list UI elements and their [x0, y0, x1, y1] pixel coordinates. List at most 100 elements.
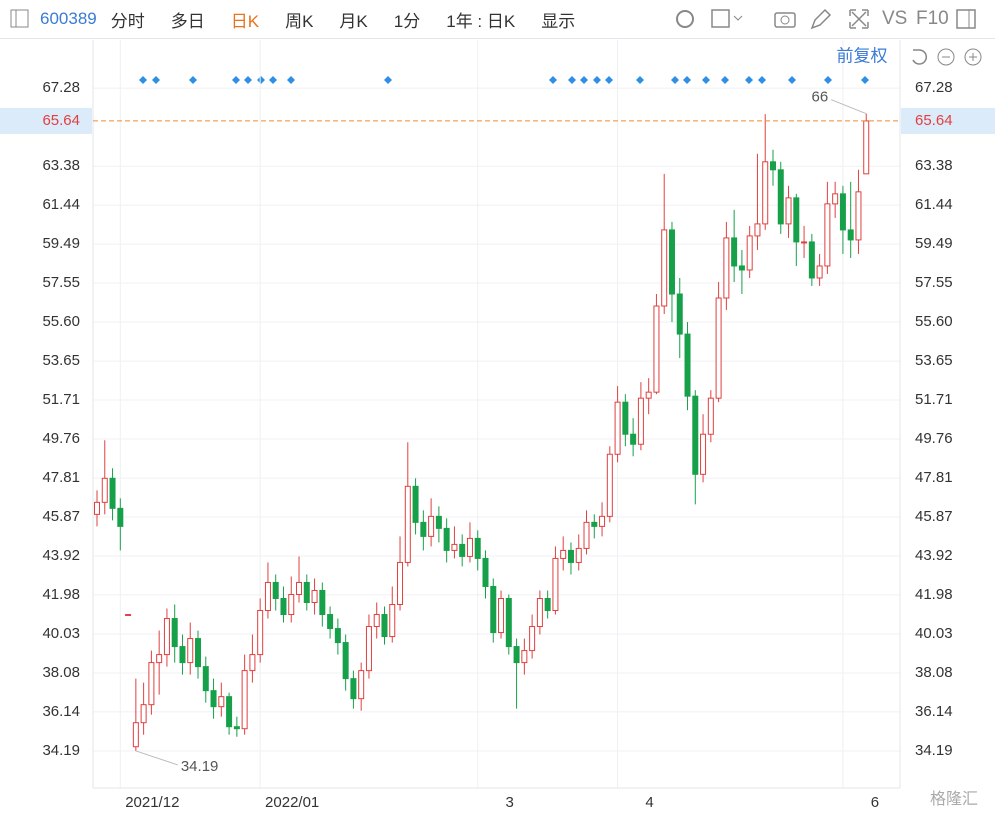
y-tick-label: 49.76: [42, 430, 80, 447]
candle-body: [303, 581, 310, 604]
y-tick-label: 45.87: [42, 508, 80, 525]
event-marker: [257, 76, 265, 84]
event-marker: [549, 76, 557, 84]
candle-body: [731, 237, 738, 267]
candle-body: [793, 197, 800, 243]
zoom-out[interactable]: [937, 48, 955, 66]
y-tick-label: 41.98: [915, 586, 953, 603]
candle-body: [257, 610, 264, 656]
event-marker: [189, 76, 197, 84]
tab[interactable]: 多日: [170, 11, 205, 31]
candle-body: [536, 597, 543, 628]
y-tick-label: 38.08: [915, 664, 953, 681]
y-tick-label: 38.08: [42, 664, 80, 681]
y-tick-label: 57.55: [42, 274, 80, 291]
candle-body: [94, 501, 100, 515]
candle-body: [583, 521, 590, 549]
candle-body: [381, 614, 388, 638]
candle-body: [311, 589, 318, 604]
candle-body: [280, 597, 287, 616]
candle-body: [715, 297, 722, 399]
candle-body: [676, 293, 683, 335]
candle-body: [738, 265, 745, 271]
candle-body: [420, 521, 427, 537]
tab[interactable]: 1分: [393, 11, 421, 31]
candle-body: [288, 593, 295, 616]
candle-body: [358, 670, 365, 700]
candle-body: [241, 670, 248, 730]
candle-body: [474, 537, 481, 559]
candle-body: [272, 581, 279, 599]
candle-body: [762, 161, 769, 225]
candle-body: [342, 642, 349, 680]
event-marker: [287, 76, 295, 84]
candle-body: [140, 704, 147, 724]
candle-body: [218, 696, 225, 708]
stock-code: 600389: [40, 9, 97, 28]
candle-body: [179, 646, 186, 664]
zoom-in[interactable]: [964, 48, 982, 66]
candle-body: [233, 726, 240, 730]
event-marker: [244, 76, 252, 84]
candle-body: [350, 678, 357, 700]
candle-body: [668, 229, 675, 295]
f10-button[interactable]: F10: [916, 8, 949, 29]
tab[interactable]: 周K: [285, 11, 314, 31]
event-marker: [702, 76, 710, 84]
candle-body: [365, 626, 372, 672]
candle-body: [754, 223, 761, 237]
y-tick-label: 53.65: [915, 352, 953, 369]
reset-icon[interactable]: [912, 49, 928, 65]
event-marker: [861, 76, 869, 84]
price-tag-bg: [901, 107, 995, 134]
tab[interactable]: 显示: [541, 11, 576, 31]
adjust-mode[interactable]: 前复权: [837, 46, 888, 65]
candle-body: [513, 646, 520, 664]
candle-body: [808, 241, 815, 279]
candle-body: [723, 237, 730, 299]
event-marker: [671, 76, 679, 84]
sidebar-icon[interactable]: [0, 0, 40, 38]
candle-body: [622, 401, 629, 435]
tab[interactable]: 分时: [110, 11, 145, 31]
y-tick-label: 51.71: [915, 391, 953, 408]
candle-body: [769, 161, 776, 171]
tab[interactable]: 日K: [230, 11, 260, 31]
candle-body: [614, 401, 621, 455]
y-tick-label: 40.03: [42, 625, 80, 642]
candle-body: [404, 485, 411, 563]
candle-body: [521, 650, 528, 664]
tab[interactable]: 1年 : 日K: [446, 11, 516, 31]
candle-body: [700, 433, 707, 475]
event-marker: [593, 76, 601, 84]
x-tick-label: 6: [871, 794, 879, 811]
candle-body: [428, 515, 435, 537]
candle-body: [132, 722, 139, 748]
high-label: 66: [812, 89, 829, 106]
event-marker: [384, 76, 392, 84]
candle-body: [832, 193, 839, 205]
x-tick-label: 2021/12: [125, 794, 179, 811]
event-marker: [568, 76, 576, 84]
y-tick-label: 67.28: [915, 79, 953, 96]
candle-body: [101, 477, 108, 503]
candle-body: [187, 638, 194, 664]
y-tick-label: 59.49: [915, 235, 953, 252]
y-tick-label: 61.44: [915, 196, 953, 213]
tab[interactable]: 月K: [339, 11, 368, 31]
event-marker: [580, 76, 588, 84]
event-marker: [269, 76, 277, 84]
event-marker: [788, 76, 796, 84]
y-tick-label: 34.19: [915, 742, 953, 759]
vs-button[interactable]: VS: [882, 8, 908, 29]
y-tick-label: 61.44: [42, 196, 80, 213]
candle-body: [855, 191, 862, 241]
y-tick-label: 36.14: [915, 703, 953, 720]
candle-body: [249, 654, 256, 672]
candle-body: [645, 391, 652, 399]
y-tick-label: 53.65: [42, 352, 80, 369]
candle-body: [630, 433, 637, 445]
candle-body: [319, 589, 326, 616]
candle-body: [202, 666, 209, 692]
candle-body: [109, 477, 116, 509]
